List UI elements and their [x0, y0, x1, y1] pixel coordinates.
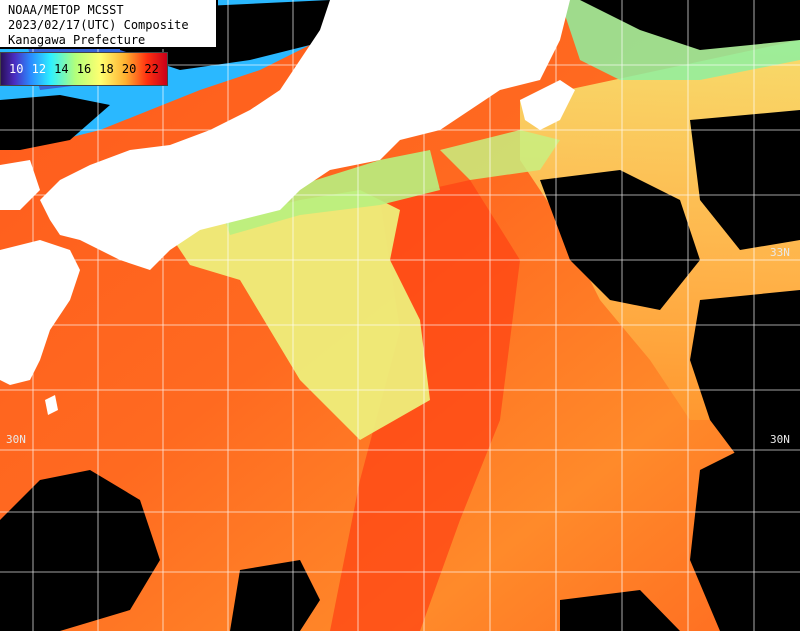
legend-tick-22: 22 — [144, 62, 159, 76]
lat-label-33n-right: 33N — [770, 246, 790, 259]
legend-tick-20: 20 — [121, 62, 137, 76]
title-region: Kanagawa Prefecture — [8, 33, 146, 47]
coastal-green-water — [220, 150, 440, 235]
coastal-cyan-patch — [440, 130, 560, 180]
legend-tick-10: 10 — [9, 62, 24, 76]
lat-label-30n-left: 30N — [6, 433, 26, 446]
cool-water-tongue — [170, 190, 430, 440]
legend-tick-16: 16 — [76, 62, 92, 76]
land — [0, 0, 575, 415]
title-source: NOAA/METOP MCSST — [8, 3, 124, 17]
warm-band-center — [330, 180, 520, 631]
title-date: 2023/02/17(UTC) Composite — [8, 18, 189, 32]
temperature-legend: 10 12 14 16 18 20 22 — [0, 52, 168, 86]
legend-tick-12: 12 — [31, 62, 47, 76]
legend-tick-18: 18 — [99, 62, 114, 76]
map-title-box: NOAA/METOP MCSST 2023/02/17(UTC) Composi… — [0, 0, 218, 49]
legend-tick-14: 14 — [54, 62, 69, 76]
lat-label-30n-right: 30N — [770, 433, 790, 446]
